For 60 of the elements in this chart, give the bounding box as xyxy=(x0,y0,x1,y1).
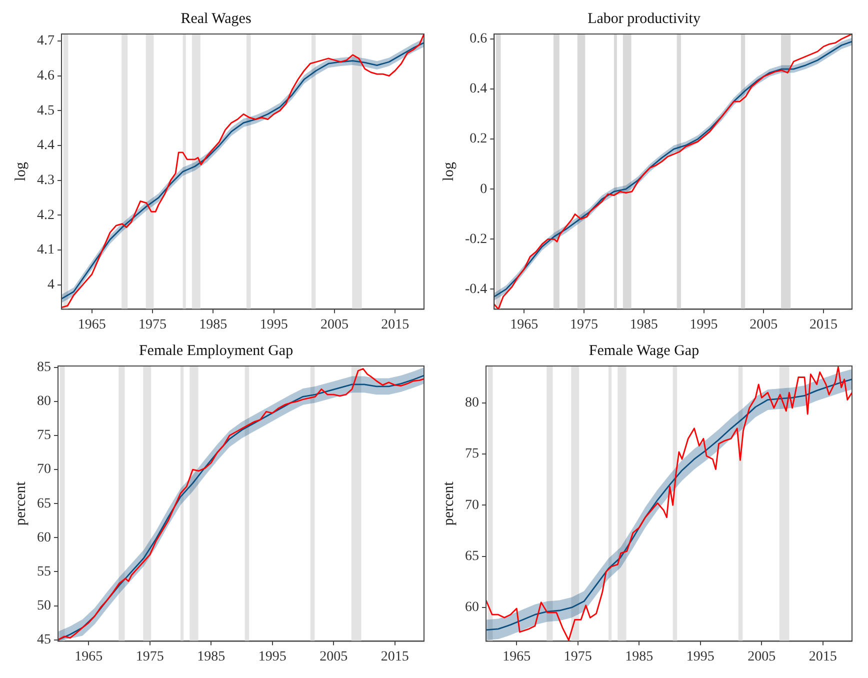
y-tick-label: 4.2 xyxy=(37,208,54,223)
y-tick-label: 4.4 xyxy=(37,138,54,154)
y-tick-label: 0.4 xyxy=(470,82,488,97)
x-tick-label: 1995 xyxy=(260,317,288,332)
y-tick-label: 45 xyxy=(37,632,51,648)
y-tick-label: 60 xyxy=(465,600,479,616)
y-tick-label: 0 xyxy=(480,182,488,197)
x-tick-label: 1975 xyxy=(564,649,592,664)
y-tick-label: 60 xyxy=(37,530,51,546)
y-tick-label: -0.2 xyxy=(464,232,488,247)
y-tick-label: 75 xyxy=(37,428,51,444)
y-axis-title: log xyxy=(440,162,457,182)
y-tick-label: 0.2 xyxy=(470,132,488,147)
x-tick-label: 1965 xyxy=(510,317,538,332)
y-tick-label: 4.3 xyxy=(37,172,54,188)
x-tick-label: 1985 xyxy=(630,317,658,332)
x-tick-label: 1995 xyxy=(686,649,714,664)
x-tick-label: 2005 xyxy=(750,317,778,332)
x-tick-label: 1975 xyxy=(570,317,598,332)
x-tick-label: 2015 xyxy=(380,649,409,664)
x-tick-label: 1995 xyxy=(690,317,718,332)
x-tick-label: 2005 xyxy=(748,649,776,664)
chart-title: Real Wages xyxy=(180,10,252,27)
x-tick-label: 2005 xyxy=(320,317,349,332)
x-tick-label: 1965 xyxy=(502,649,531,664)
y-tick-label: 50 xyxy=(37,598,51,614)
y-tick-label: 75 xyxy=(465,446,479,462)
x-tick-label: 1995 xyxy=(258,649,286,664)
y-tick-label: 55 xyxy=(37,564,51,580)
x-tick-label: 2005 xyxy=(320,649,348,664)
x-tick-label: 1985 xyxy=(199,317,228,332)
y-tick-label: 65 xyxy=(37,496,51,512)
y-tick-label: 80 xyxy=(465,396,479,410)
x-tick-label: 1975 xyxy=(136,649,164,664)
x-tick-label: 2015 xyxy=(381,317,410,332)
y-tick-label: 4.5 xyxy=(37,103,54,118)
y-tick-label: 4.1 xyxy=(37,242,54,258)
y-tick-label: 4 xyxy=(48,277,54,292)
chart-title: Female Employment Gap xyxy=(138,342,294,359)
y-tick-label: 85 xyxy=(37,360,51,376)
y-tick-label: 70 xyxy=(37,462,51,478)
x-tick-label: 1985 xyxy=(197,649,226,664)
x-tick-label: 1985 xyxy=(625,649,654,664)
y-tick-label: 4.7 xyxy=(37,34,54,49)
y-tick-label: -0.4 xyxy=(464,282,488,297)
y-tick-label: 80 xyxy=(37,394,51,410)
y-axis-title: percent xyxy=(12,480,29,526)
chart-title: Female Wage Gap xyxy=(588,342,700,359)
x-tick-label: 2015 xyxy=(810,317,838,332)
y-axis-title: percent xyxy=(440,480,457,526)
x-tick-label: 1965 xyxy=(74,649,103,664)
x-tick-label: 2015 xyxy=(808,649,837,664)
y-tick-label: 70 xyxy=(465,498,479,513)
y-tick-label: 0.6 xyxy=(470,32,488,47)
y-tick-label: 4.6 xyxy=(37,68,54,84)
y-axis-title: log xyxy=(12,162,29,182)
y-tick-label: 65 xyxy=(465,548,479,564)
chart-title: Labor productivity xyxy=(588,10,701,27)
x-tick-label: 1965 xyxy=(78,317,106,332)
x-tick-label: 1975 xyxy=(138,317,167,332)
